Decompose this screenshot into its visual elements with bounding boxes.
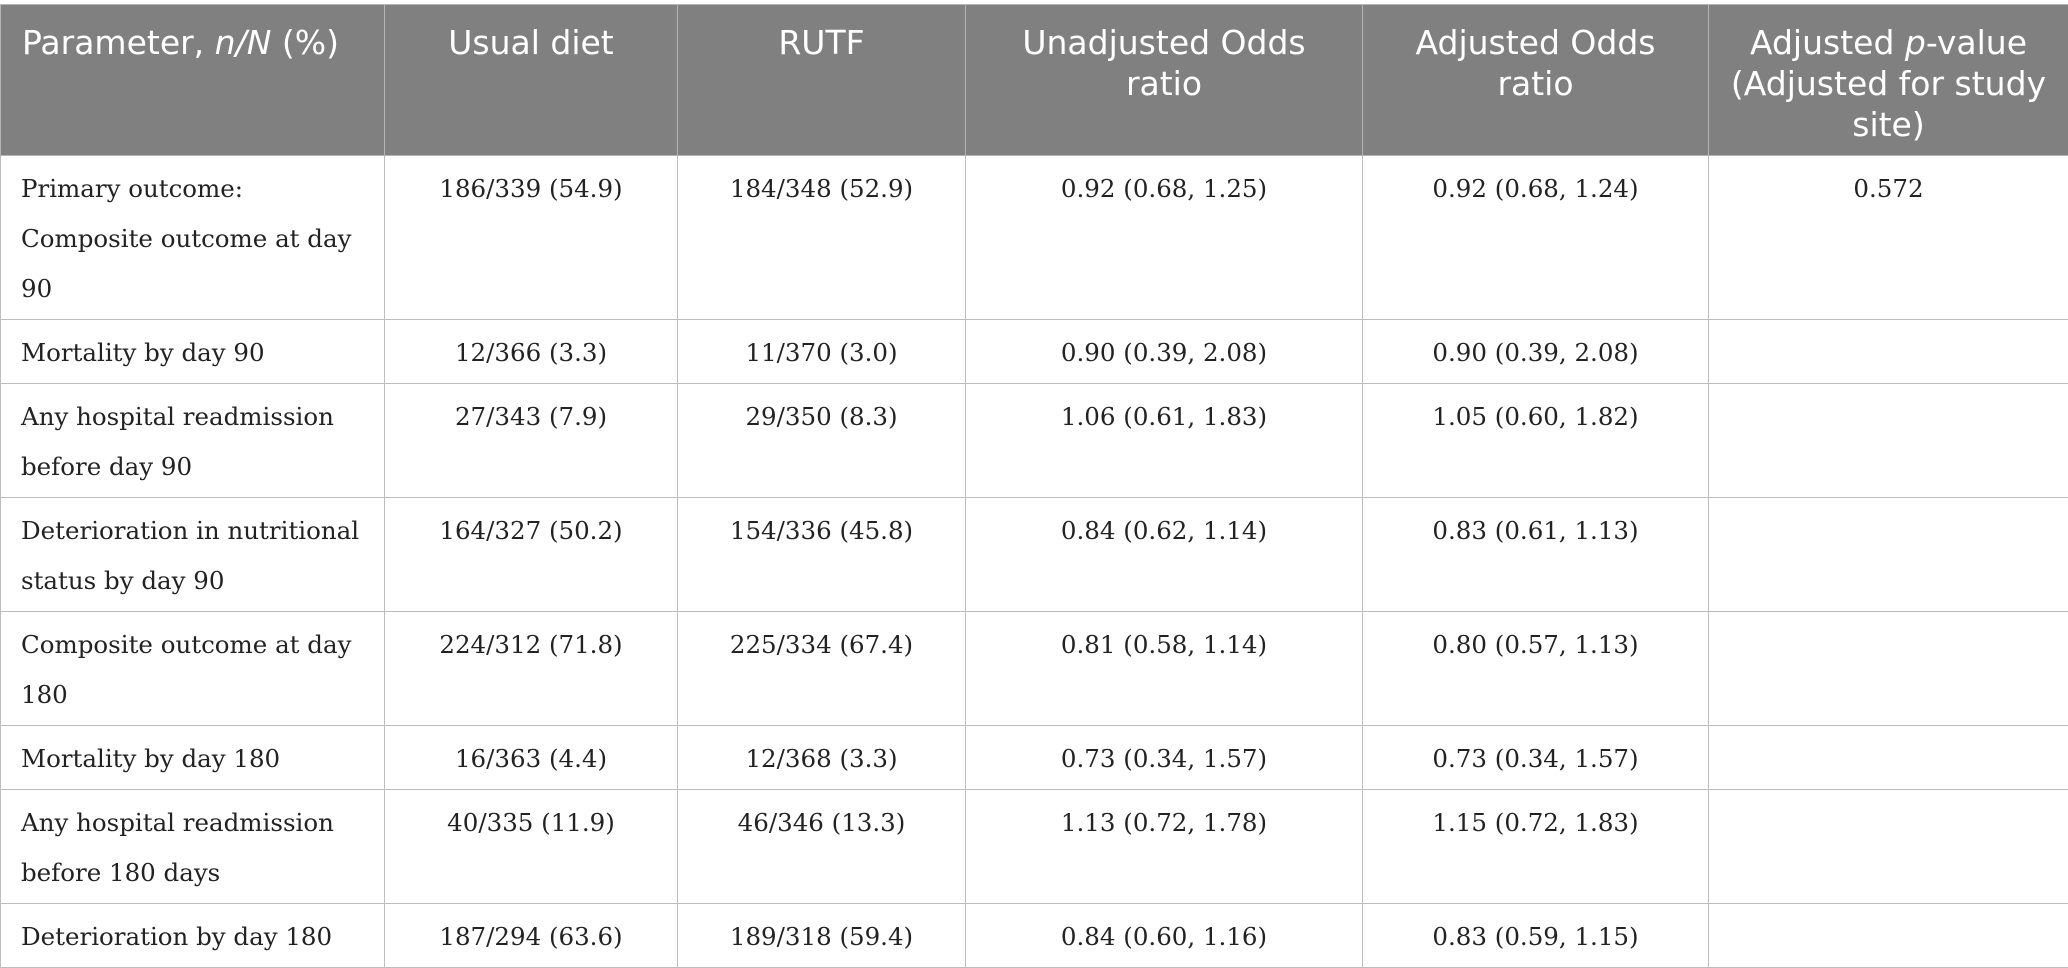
cell-unadjusted-or: 0.84 (0.60, 1.16)	[966, 904, 1363, 968]
cell-parameter: Mortality by day 90	[1, 320, 385, 384]
header-adjusted-p: Adjusted p-value (Adjusted for study sit…	[1709, 5, 2068, 156]
table-row: Mortality by day 180 16/363 (4.4) 12/368…	[1, 726, 2068, 790]
cell-parameter: Composite outcome at day 180	[1, 612, 385, 726]
cell-parameter: Any hospital readmission before 180 days	[1, 790, 385, 904]
cell-unadjusted-or: 0.92 (0.68, 1.25)	[966, 156, 1363, 320]
cell-rutf: 29/350 (8.3)	[678, 384, 966, 498]
cell-adjusted-or: 0.80 (0.57, 1.13)	[1363, 612, 1709, 726]
cell-rutf: 11/370 (3.0)	[678, 320, 966, 384]
cell-adjusted-or: 0.92 (0.68, 1.24)	[1363, 156, 1709, 320]
cell-usual-diet: 186/339 (54.9)	[385, 156, 678, 320]
table-row: Mortality by day 90 12/366 (3.3) 11/370 …	[1, 320, 2068, 384]
cell-unadjusted-or: 0.81 (0.58, 1.14)	[966, 612, 1363, 726]
cell-adjusted-or: 1.15 (0.72, 1.83)	[1363, 790, 1709, 904]
cell-parameter: Mortality by day 180	[1, 726, 385, 790]
cell-usual-diet: 40/335 (11.9)	[385, 790, 678, 904]
cell-rutf: 189/318 (59.4)	[678, 904, 966, 968]
cell-unadjusted-or: 1.13 (0.72, 1.78)	[966, 790, 1363, 904]
cell-adjusted-p	[1709, 612, 2068, 726]
cell-usual-diet: 16/363 (4.4)	[385, 726, 678, 790]
header-rutf: RUTF	[678, 5, 966, 156]
cell-rutf: 46/346 (13.3)	[678, 790, 966, 904]
header-adjusted-p-prefix: Adjusted	[1750, 23, 1905, 62]
header-adjusted-or: Adjusted Odds ratio	[1363, 5, 1709, 156]
header-unadjusted-or: Unadjusted Odds ratio	[966, 5, 1363, 156]
cell-rutf: 184/348 (52.9)	[678, 156, 966, 320]
cell-adjusted-p	[1709, 726, 2068, 790]
cell-usual-diet: 27/343 (7.9)	[385, 384, 678, 498]
header-parameter-label: Parameter,	[22, 23, 215, 62]
results-table: Parameter, n/N (%) Usual diet RUTF Unadj…	[0, 4, 2068, 968]
cell-adjusted-p	[1709, 384, 2068, 498]
cell-parameter: Any hospital readmission before day 90	[1, 384, 385, 498]
cell-adjusted-or: 0.90 (0.39, 2.08)	[1363, 320, 1709, 384]
cell-rutf: 225/334 (67.4)	[678, 612, 966, 726]
cell-adjusted-p	[1709, 320, 2068, 384]
cell-adjusted-p	[1709, 790, 2068, 904]
cell-unadjusted-or: 0.73 (0.34, 1.57)	[966, 726, 1363, 790]
header-parameter-italic: n/N	[215, 23, 272, 62]
header-adjusted-p-italic: p	[1905, 23, 1926, 62]
header-parameter-suffix: (%)	[271, 23, 339, 62]
cell-parameter: Deterioration in nutritional status by d…	[1, 498, 385, 612]
cell-adjusted-p	[1709, 498, 2068, 612]
cell-adjusted-p	[1709, 904, 2068, 968]
cell-usual-diet: 187/294 (63.6)	[385, 904, 678, 968]
cell-adjusted-p: 0.572	[1709, 156, 2068, 320]
header-row: Parameter, n/N (%) Usual diet RUTF Unadj…	[1, 5, 2068, 156]
cell-unadjusted-or: 1.06 (0.61, 1.83)	[966, 384, 1363, 498]
cell-parameter: Primary outcome: Composite outcome at da…	[1, 156, 385, 320]
cell-unadjusted-or: 0.90 (0.39, 2.08)	[966, 320, 1363, 384]
table-header: Parameter, n/N (%) Usual diet RUTF Unadj…	[1, 5, 2068, 156]
header-usual-diet: Usual diet	[385, 5, 678, 156]
table-row: Composite outcome at day 180 224/312 (71…	[1, 612, 2068, 726]
table-row: Any hospital readmission before 180 days…	[1, 790, 2068, 904]
cell-usual-diet: 224/312 (71.8)	[385, 612, 678, 726]
header-parameter: Parameter, n/N (%)	[1, 5, 385, 156]
cell-rutf: 12/368 (3.3)	[678, 726, 966, 790]
table-body: Primary outcome: Composite outcome at da…	[1, 156, 2068, 968]
cell-adjusted-or: 0.73 (0.34, 1.57)	[1363, 726, 1709, 790]
cell-adjusted-or: 1.05 (0.60, 1.82)	[1363, 384, 1709, 498]
cell-parameter: Deterioration by day 180	[1, 904, 385, 968]
cell-adjusted-or: 0.83 (0.61, 1.13)	[1363, 498, 1709, 612]
cell-unadjusted-or: 0.84 (0.62, 1.14)	[966, 498, 1363, 612]
table-row: Deterioration in nutritional status by d…	[1, 498, 2068, 612]
cell-usual-diet: 12/366 (3.3)	[385, 320, 678, 384]
cell-adjusted-or: 0.83 (0.59, 1.15)	[1363, 904, 1709, 968]
table-row: Any hospital readmission before day 90 2…	[1, 384, 2068, 498]
table-row: Deterioration by day 180 187/294 (63.6) …	[1, 904, 2068, 968]
table-row: Primary outcome: Composite outcome at da…	[1, 156, 2068, 320]
cell-usual-diet: 164/327 (50.2)	[385, 498, 678, 612]
cell-rutf: 154/336 (45.8)	[678, 498, 966, 612]
